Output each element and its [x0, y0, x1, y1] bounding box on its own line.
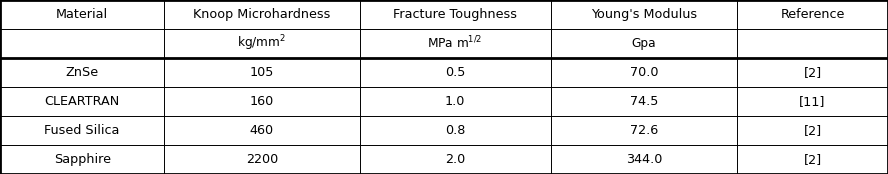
Text: [2]: [2] [804, 66, 821, 79]
Text: 74.5: 74.5 [630, 95, 658, 108]
Bar [551, 29, 737, 58]
Bar [737, 29, 888, 58]
Text: kg/mm$^2$: kg/mm$^2$ [237, 34, 287, 53]
Bar [164, 145, 360, 174]
Text: 2200: 2200 [246, 153, 278, 166]
Text: 0.8: 0.8 [445, 124, 465, 137]
Bar [0, 145, 164, 174]
Text: Gpa: Gpa [631, 37, 656, 50]
Bar [551, 0, 737, 29]
Bar [0, 87, 164, 116]
Bar [360, 87, 551, 116]
Text: 1.0: 1.0 [445, 95, 465, 108]
Text: CLEARTRAN: CLEARTRAN [44, 95, 120, 108]
Bar [0, 0, 164, 29]
Bar [164, 0, 360, 29]
Text: Sapphire: Sapphire [53, 153, 111, 166]
Bar [360, 29, 551, 58]
Bar [164, 116, 360, 145]
Text: Knoop Microhardness: Knoop Microhardness [194, 8, 330, 21]
Bar [0, 116, 164, 145]
Bar [737, 116, 888, 145]
Bar [360, 0, 551, 29]
Text: [2]: [2] [804, 153, 821, 166]
Bar [737, 145, 888, 174]
Text: 160: 160 [250, 95, 274, 108]
Bar [551, 145, 737, 174]
Text: [2]: [2] [804, 124, 821, 137]
Bar [0, 58, 164, 87]
Bar [551, 116, 737, 145]
Text: Material: Material [56, 8, 108, 21]
Bar [551, 58, 737, 87]
Text: Fused Silica: Fused Silica [44, 124, 120, 137]
Bar [360, 116, 551, 145]
Bar [164, 29, 360, 58]
Bar [164, 58, 360, 87]
Bar [360, 145, 551, 174]
Bar [737, 58, 888, 87]
Text: [11]: [11] [799, 95, 826, 108]
Bar [551, 87, 737, 116]
Text: Fracture Toughness: Fracture Toughness [393, 8, 517, 21]
Text: Young's Modulus: Young's Modulus [591, 8, 697, 21]
Bar [737, 0, 888, 29]
Text: 344.0: 344.0 [626, 153, 662, 166]
Text: ZnSe: ZnSe [66, 66, 99, 79]
Text: Reference: Reference [781, 8, 844, 21]
Bar [0, 29, 164, 58]
Text: 460: 460 [250, 124, 274, 137]
Text: 2.0: 2.0 [445, 153, 465, 166]
Bar [360, 58, 551, 87]
Text: 70.0: 70.0 [630, 66, 658, 79]
Bar [164, 87, 360, 116]
Text: 105: 105 [250, 66, 274, 79]
Text: 0.5: 0.5 [445, 66, 465, 79]
Text: 72.6: 72.6 [630, 124, 658, 137]
Text: MPa m$^{1/2}$: MPa m$^{1/2}$ [427, 35, 483, 52]
Bar [737, 87, 888, 116]
